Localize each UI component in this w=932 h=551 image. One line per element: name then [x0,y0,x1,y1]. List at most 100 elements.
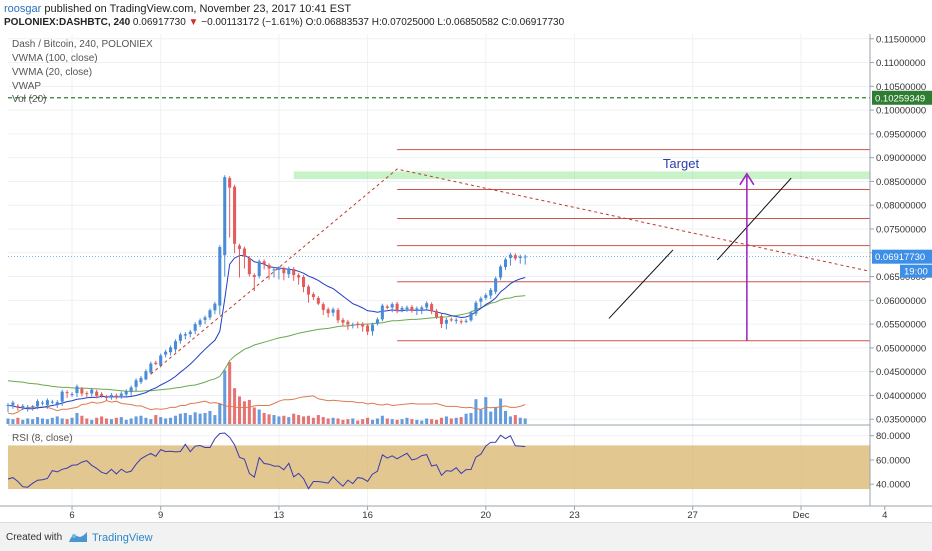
price-tick-label: 0.05500000 [876,320,926,331]
candle-body [70,394,74,396]
legend-vwma100[interactable]: VWMA (100, close) [12,53,98,64]
volume-bar [380,415,384,424]
candle-body [277,268,281,270]
candle-body [178,334,182,341]
price-tick-label: 0.11500000 [876,34,926,45]
symbol-label: POLONIEX:DASHBTC, 240 [4,17,131,28]
candle-body [208,310,212,318]
volume-bar [479,409,483,424]
volume-bar [366,417,370,424]
volume-bar [523,418,527,424]
candle-body [272,269,276,271]
price-tick-label: 0.09000000 [876,153,926,164]
candle-body [257,261,261,277]
volume-bar [40,418,45,424]
candle-body [503,259,508,268]
supply-zone [293,171,871,180]
volume-bar [75,412,79,424]
candle-body [341,319,345,323]
volume-bar [321,417,325,424]
volume-bar [178,413,182,424]
candle-body [11,402,15,405]
ohlc-low: L:0.06850582 [437,17,499,28]
price-tick-label: 0.10500000 [876,82,926,93]
volume-bar [326,418,330,424]
footer: Created with TradingView [0,522,932,551]
volume-bar [144,417,148,424]
candle-body [518,256,522,259]
candle-body [193,324,197,331]
candle-body [169,347,173,353]
volume-bar [336,418,340,424]
volume-bar [134,416,138,424]
candle-body [336,309,340,321]
legend-vwap[interactable]: VWAP [12,81,42,92]
volume-bar [16,417,20,424]
candle-body [326,309,330,314]
price-tick-label: 0.07500000 [876,225,926,236]
supply-zone-rect [293,171,871,180]
volume-bar [410,419,414,424]
volume-bar [262,412,266,424]
legend-vol[interactable]: Vol (20) [12,94,47,105]
candle-body [425,303,429,308]
candle-body [410,307,414,311]
price-chart[interactable]: 0.11500000 0.11000000 0.10500000 0.10000000… [0,0,932,520]
candle-body [45,400,49,405]
publish-line: roosgar published on TradingView.com, No… [4,3,351,15]
volume-bar [129,418,133,424]
candle-body [75,386,79,394]
candle-body [361,324,365,327]
volume-bar [36,417,40,424]
volume-bar [420,420,424,424]
price-tick-label: 0.03500000 [876,415,926,426]
candle-body [183,334,187,336]
volume-bar [297,415,301,424]
candle-body [297,275,301,278]
candle-body [346,321,350,325]
rsi-tick-label: 60.0000 [876,455,910,466]
volume-bar [124,419,128,424]
last-price-tag-text: 0.06917730 [875,252,925,263]
time-tick-label: 9 [158,510,163,520]
candle-body [90,389,94,394]
rsi-band [8,445,870,490]
candle-body [233,186,237,244]
volume-bar [375,418,379,424]
candle-body [356,323,360,325]
legend-vwma20[interactable]: VWMA (20, close) [12,67,93,78]
volume-bar [247,399,251,424]
candle-body [242,248,246,257]
volume-bar [346,419,350,424]
time-tick-label: 4 [882,510,887,520]
axes: 0.11500000 0.11000000 0.10500000 0.10000000… [0,34,932,520]
legend-rsi[interactable]: RSI (8, close) [12,433,73,444]
volume-bars [6,362,527,424]
volume-bar [60,418,64,424]
volume-bar [70,417,74,424]
ohlc-open: O:0.06883537 [305,17,369,28]
candle-body [262,261,266,265]
candle-body [366,325,370,332]
volume-bar [139,415,143,424]
volume-bar [6,418,10,424]
candles [6,175,527,413]
time-tag-text: 19:00 [904,267,928,278]
author-link[interactable]: roosgar [4,3,42,15]
candle-body [449,319,453,321]
volume-bar [26,418,30,424]
price-tick-label: 0.09500000 [876,129,926,140]
candle-body [26,406,30,408]
volume-bar [233,388,237,424]
volume-bar [306,415,310,424]
volume-bar [311,417,315,424]
publish-info: published on TradingView.com, November 2… [44,3,352,15]
time-tick-label: 20 [481,510,492,520]
volume-bar [11,419,15,424]
volume-bar [257,409,261,424]
candle-body [247,258,251,275]
candle-body [415,308,419,311]
tradingview-logo-icon [69,532,87,542]
rsi-line [7,432,526,490]
tradingview-brand-link[interactable]: TradingView [92,532,153,544]
